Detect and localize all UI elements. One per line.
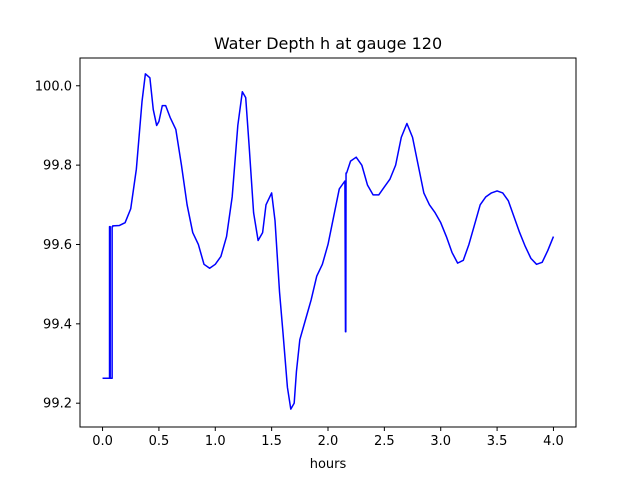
x-axis-label: hours (310, 457, 347, 472)
x-tick-label: 0.5 (149, 434, 170, 449)
y-tick-label: 99.4 (43, 317, 72, 332)
x-tick-label: 3.0 (430, 434, 451, 449)
x-tick-label: 1.0 (205, 434, 226, 449)
x-tick-label: 0.0 (92, 434, 113, 449)
x-axis: 0.0 0.5 1.0 1.5 2.0 2.5 3.0 3.5 4.0 (92, 427, 564, 449)
y-axis: 99.2 99.4 99.6 99.8 100.0 (35, 79, 80, 412)
x-tick-label: 4.0 (543, 434, 564, 449)
y-tick-label: 100.0 (35, 79, 72, 94)
y-tick-label: 99.2 (43, 397, 72, 412)
x-tick-label: 2.5 (374, 434, 395, 449)
series-line-1 (102, 73, 555, 410)
x-tick-label: 1.5 (261, 434, 282, 449)
y-tick-label: 99.6 (43, 238, 72, 253)
x-tick-label: 2.0 (318, 434, 339, 449)
y-tick-label: 99.8 (43, 159, 72, 174)
x-tick-label: 3.5 (487, 434, 508, 449)
chart-title: Water Depth h at gauge 120 (214, 34, 442, 53)
